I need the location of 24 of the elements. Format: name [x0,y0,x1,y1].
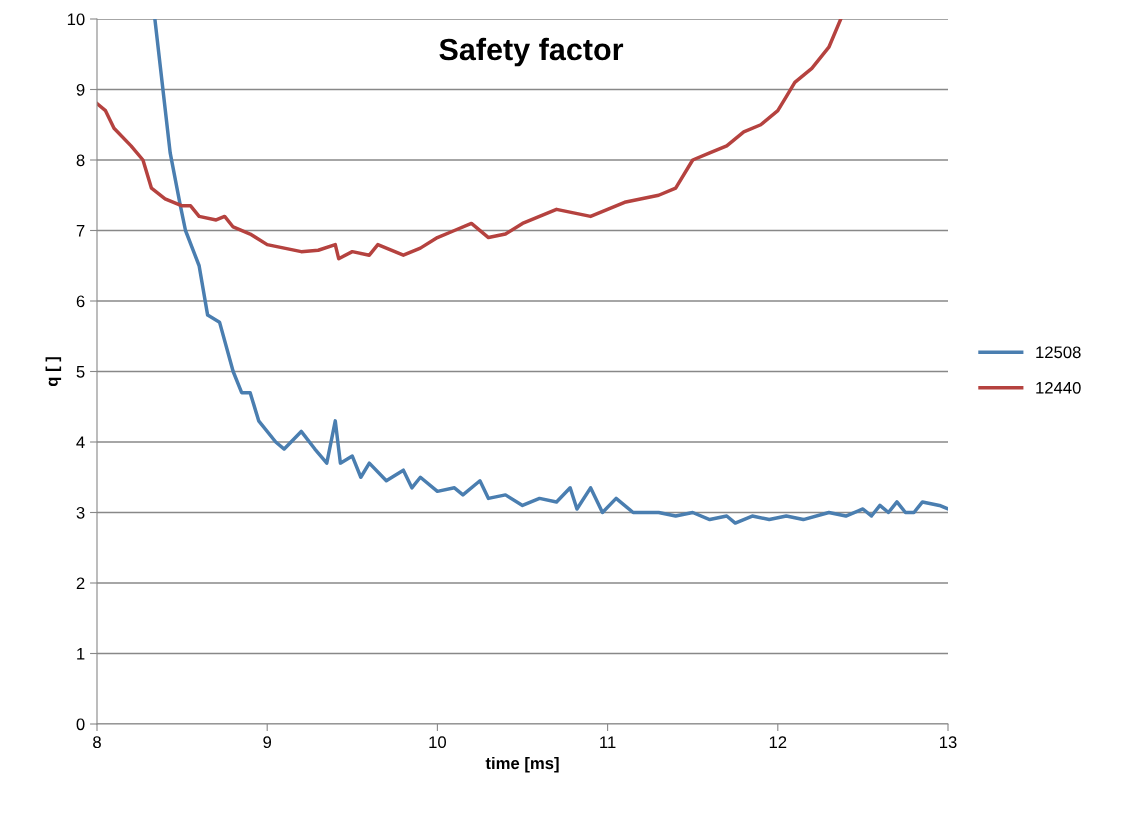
y-tick-label: 1 [77,648,85,660]
y-tick-label: 0 [76,718,85,731]
line-series [153,19,948,525]
legend-label: 12508 [1036,346,1081,359]
x-axis-title: time [ms] [485,756,559,773]
y-tick-label: 8 [76,154,85,167]
y-tick-label: 6 [76,295,85,308]
x-tick-label: 9 [263,736,272,749]
line-series [97,19,843,261]
y-tick-label: 5 [76,366,85,378]
y-tick-label: 10 [67,13,85,26]
y-tick-label: 7 [76,225,85,237]
x-tick-label: 12 [769,736,787,748]
x-tick-label: 10 [429,736,447,749]
y-tick-label: 2 [76,577,85,590]
x-tick-label: 13 [940,736,957,749]
text: Safety factor [439,37,624,67]
y-tick-label: 3 [76,506,85,519]
x-tick-label: 11 [600,736,616,748]
y-tick-label: 9 [76,83,85,96]
x-tick-label: 8 [93,736,101,749]
legend-label: 12440 [1036,381,1081,394]
y-tick-label: 4 [76,436,85,449]
y-axis-title: q [ ] [45,357,62,387]
